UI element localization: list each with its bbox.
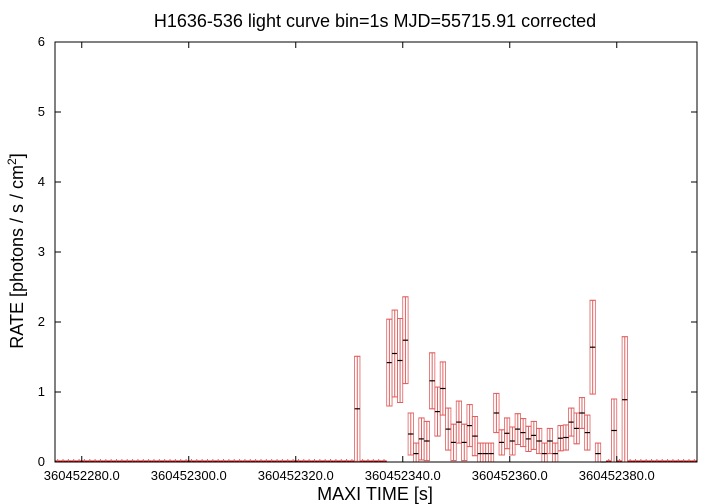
svg-text:RATE [photons / s / cm2]: RATE [photons / s / cm2] [5, 153, 27, 348]
x-tick-label: 360452280.0 [44, 468, 120, 483]
y-axis-title: RATE [photons / s / cm2] [5, 153, 27, 348]
plot-frame [54, 41, 698, 463]
x-axis-title: MAXI TIME [s] [317, 484, 433, 504]
chart-title: H1636-536 light curve bin=1s MJD=55715.9… [154, 11, 596, 31]
y-tick-label: 4 [38, 174, 45, 189]
chart-axes: 0 1 2 3 4 5 6 360452280.0 360452300.0 360452320.0… [38, 34, 698, 483]
x-tick-label: 360452380.0 [579, 468, 655, 483]
chart-marks [55, 296, 697, 463]
y-axis-title-text: RATE [photons / s / cm [7, 165, 27, 349]
y-axis-title-sup: 2 [5, 158, 19, 165]
x-tick-label: 360452360.0 [472, 468, 548, 483]
y-tick-label: 6 [38, 34, 45, 49]
x-tick-label: 360452340.0 [365, 468, 441, 483]
y-tick-label: 3 [38, 244, 45, 259]
y-tick-label: 2 [38, 314, 45, 329]
x-tick-label: 360452300.0 [151, 468, 227, 483]
y-tick-label: 0 [38, 454, 45, 469]
y-tick-label: 1 [38, 384, 45, 399]
x-tick-label: 360452320.0 [258, 468, 334, 483]
y-tick-label: 5 [38, 104, 45, 119]
y-axis-title-close: ] [7, 153, 27, 158]
